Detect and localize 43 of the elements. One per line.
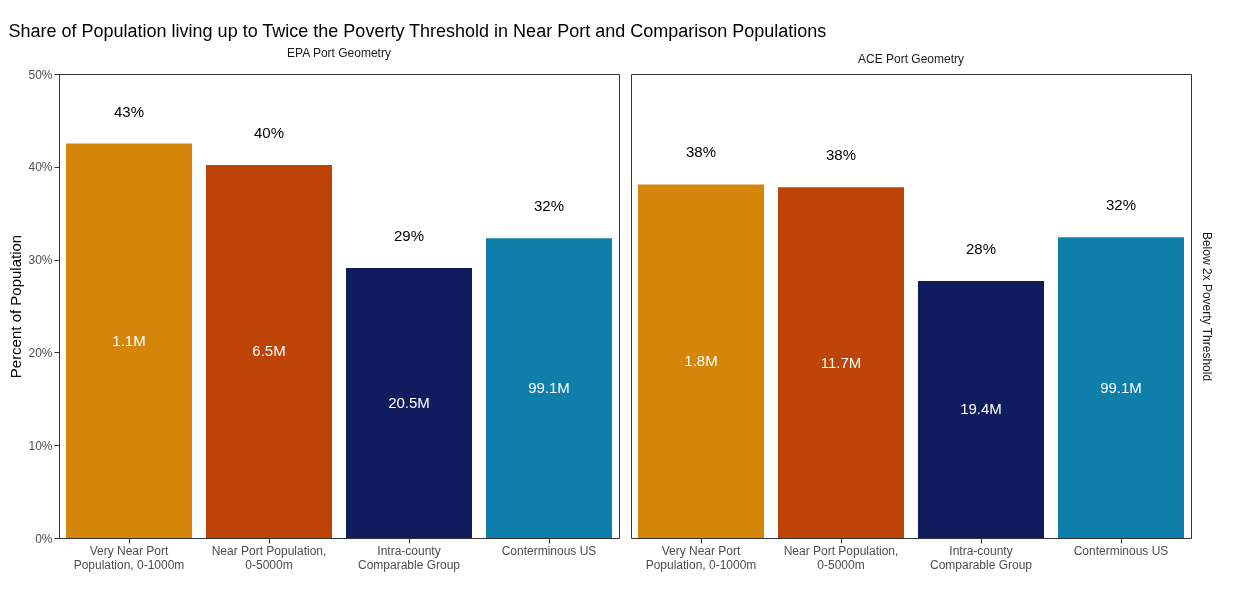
x-tick-label: Intra-county Comparable Group	[929, 543, 1033, 572]
chart-subtitle: ACE Port Geometry	[857, 52, 965, 66]
annotation: 6.5M	[252, 342, 286, 360]
y-tick-label: 30%	[28, 253, 53, 268]
bar	[66, 143, 192, 538]
y-axis-title: Percent of Population	[7, 234, 25, 379]
bar	[778, 187, 904, 538]
annotation: 19.4M	[960, 400, 1002, 418]
annotation: 99.1M	[528, 379, 570, 397]
x-tick-label: Conterminous US	[501, 543, 597, 558]
bar	[1058, 237, 1184, 538]
data-label: 32%	[533, 197, 565, 215]
x-tick-label: Very Near Port Population, 0-1000m	[73, 543, 185, 572]
annotation: 99.1M	[1100, 378, 1142, 396]
bar	[918, 280, 1044, 538]
y-tick-label: 10%	[28, 438, 53, 453]
x-tick-label: Near Port Population, 0-5000m	[211, 543, 327, 572]
data-label: 43%	[113, 102, 145, 120]
data-label: 38%	[825, 146, 857, 164]
data-label: 40%	[253, 123, 285, 141]
data-label: 38%	[685, 143, 717, 161]
data-label: 32%	[1105, 196, 1137, 214]
annotation: 20.5M	[388, 393, 430, 411]
bar	[486, 238, 612, 538]
x-tick-label: Intra-county Comparable Group	[357, 543, 461, 572]
data-label: 28%	[965, 239, 997, 257]
x-tick-label: Very Near Port Population, 0-1000m	[645, 543, 757, 572]
y-tick-label: 50%	[28, 67, 53, 82]
annotation: 11.7M	[820, 353, 862, 371]
chart-title: Share of Population living up to Twice the Poverty Threshold in Near Port and Comparison Populations	[8, 20, 827, 41]
bar	[346, 267, 472, 538]
text: Below 2x Poverty Threshold	[1199, 231, 1214, 382]
annotation: 1.8M	[684, 352, 718, 370]
bar	[638, 184, 764, 538]
data-label: 29%	[393, 226, 425, 244]
y-tick-label: 40%	[28, 160, 53, 175]
bar	[206, 164, 332, 538]
y-tick-label: 0%	[35, 531, 53, 546]
annotation: 1.1M	[112, 331, 146, 349]
chart-subtitle: EPA Port Geometry	[287, 46, 391, 60]
x-tick-label: Near Port Population, 0-5000m	[783, 543, 899, 572]
x-tick-label: Conterminous US	[1073, 543, 1169, 558]
y-tick-label: 20%	[28, 345, 53, 360]
